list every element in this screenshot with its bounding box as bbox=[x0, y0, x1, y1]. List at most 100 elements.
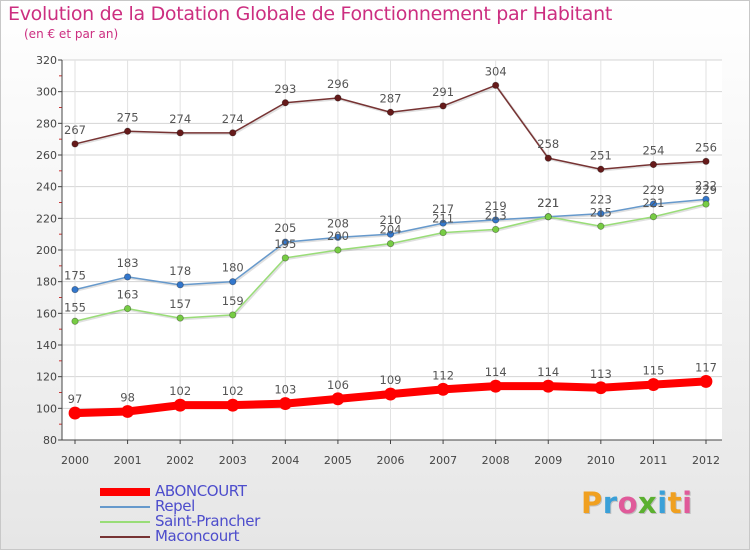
data-point bbox=[595, 382, 607, 394]
data-label: 256 bbox=[695, 140, 717, 154]
x-tick-label: 2008 bbox=[482, 454, 510, 467]
data-label: 178 bbox=[169, 264, 191, 278]
data-point bbox=[700, 375, 712, 387]
y-tick-label: 80 bbox=[43, 434, 57, 447]
data-point bbox=[437, 383, 449, 395]
data-label: 115 bbox=[642, 364, 664, 378]
legend-swatch bbox=[100, 506, 150, 508]
logo-letter: t bbox=[668, 486, 682, 520]
data-point bbox=[282, 100, 288, 106]
x-tick-label: 2002 bbox=[166, 454, 194, 467]
data-point bbox=[279, 398, 291, 410]
y-tick-label: 180 bbox=[36, 276, 57, 289]
y-tick-label: 320 bbox=[36, 54, 57, 67]
logo-letter: i bbox=[682, 486, 692, 520]
data-label: 267 bbox=[64, 123, 86, 137]
data-label: 163 bbox=[117, 288, 139, 302]
data-point bbox=[72, 286, 78, 292]
data-point bbox=[332, 393, 344, 405]
data-label: 97 bbox=[68, 392, 83, 406]
data-point bbox=[650, 161, 656, 167]
data-label: 221 bbox=[537, 196, 559, 210]
data-point bbox=[124, 128, 130, 134]
data-point bbox=[703, 158, 709, 164]
data-label: 254 bbox=[642, 144, 664, 158]
y-tick-label: 240 bbox=[36, 181, 57, 194]
logo-letter: P bbox=[581, 486, 603, 520]
data-label: 117 bbox=[695, 360, 717, 374]
x-tick-label: 2001 bbox=[114, 454, 142, 467]
data-point bbox=[647, 379, 659, 391]
data-label: 103 bbox=[274, 383, 296, 397]
data-label: 296 bbox=[327, 77, 349, 91]
data-label: 251 bbox=[590, 148, 612, 162]
data-label: 211 bbox=[432, 212, 454, 226]
data-label: 291 bbox=[432, 85, 454, 99]
data-label: 204 bbox=[380, 223, 402, 237]
data-point bbox=[650, 214, 656, 220]
data-label: 106 bbox=[327, 378, 349, 392]
x-tick-label: 2007 bbox=[429, 454, 457, 467]
data-point bbox=[177, 315, 183, 321]
data-point bbox=[542, 380, 554, 392]
data-label: 183 bbox=[117, 256, 139, 270]
legend-swatch bbox=[100, 536, 150, 538]
data-point bbox=[72, 318, 78, 324]
data-point bbox=[177, 282, 183, 288]
data-point bbox=[230, 130, 236, 136]
data-label: 274 bbox=[222, 112, 244, 126]
proxiti-logo: Proxiti bbox=[581, 486, 693, 520]
y-tick-label: 300 bbox=[36, 86, 57, 99]
data-label: 287 bbox=[380, 91, 402, 105]
data-label: 195 bbox=[274, 237, 296, 251]
data-point bbox=[492, 82, 498, 88]
data-label: 175 bbox=[64, 269, 86, 283]
data-label: 205 bbox=[274, 221, 296, 235]
data-point bbox=[69, 407, 81, 419]
legend-label: Maconcourt bbox=[155, 529, 239, 544]
data-label: 258 bbox=[537, 137, 559, 151]
data-point bbox=[385, 388, 397, 400]
data-point bbox=[440, 103, 446, 109]
data-point bbox=[703, 201, 709, 207]
logo-letter: r bbox=[603, 486, 618, 520]
data-point bbox=[177, 130, 183, 136]
data-label: 221 bbox=[642, 196, 664, 210]
data-point bbox=[545, 214, 551, 220]
data-label: 275 bbox=[117, 110, 139, 124]
legend-swatch bbox=[100, 488, 150, 496]
y-tick-label: 120 bbox=[36, 371, 57, 384]
data-label: 113 bbox=[590, 367, 612, 381]
data-point bbox=[174, 399, 186, 411]
data-point bbox=[335, 95, 341, 101]
x-tick-label: 2012 bbox=[692, 454, 720, 467]
data-point bbox=[598, 166, 604, 172]
y-tick-label: 280 bbox=[36, 117, 57, 130]
data-label: 274 bbox=[169, 112, 191, 126]
y-tick-label: 100 bbox=[36, 402, 57, 415]
x-tick-label: 2004 bbox=[271, 454, 299, 467]
data-point bbox=[490, 380, 502, 392]
data-label: 200 bbox=[327, 229, 349, 243]
data-label: 157 bbox=[169, 297, 191, 311]
data-label: 213 bbox=[485, 208, 507, 222]
x-tick-label: 2005 bbox=[324, 454, 352, 467]
data-point bbox=[124, 305, 130, 311]
y-tick-label: 260 bbox=[36, 149, 57, 162]
data-label: 304 bbox=[485, 64, 507, 78]
logo-letter: x bbox=[638, 486, 657, 520]
data-point bbox=[122, 406, 134, 418]
line-chart: 8010012014016018020022024026028030032020… bbox=[0, 0, 750, 550]
data-label: 102 bbox=[222, 384, 244, 398]
x-tick-label: 2009 bbox=[534, 454, 562, 467]
data-point bbox=[545, 155, 551, 161]
data-label: 98 bbox=[120, 391, 135, 405]
data-label: 109 bbox=[380, 373, 402, 387]
logo-letter: o bbox=[618, 486, 638, 520]
data-label: 293 bbox=[274, 82, 296, 96]
y-tick-label: 200 bbox=[36, 244, 57, 257]
data-point bbox=[387, 109, 393, 115]
x-tick-label: 2000 bbox=[61, 454, 89, 467]
data-point bbox=[598, 223, 604, 229]
y-tick-label: 160 bbox=[36, 307, 57, 320]
